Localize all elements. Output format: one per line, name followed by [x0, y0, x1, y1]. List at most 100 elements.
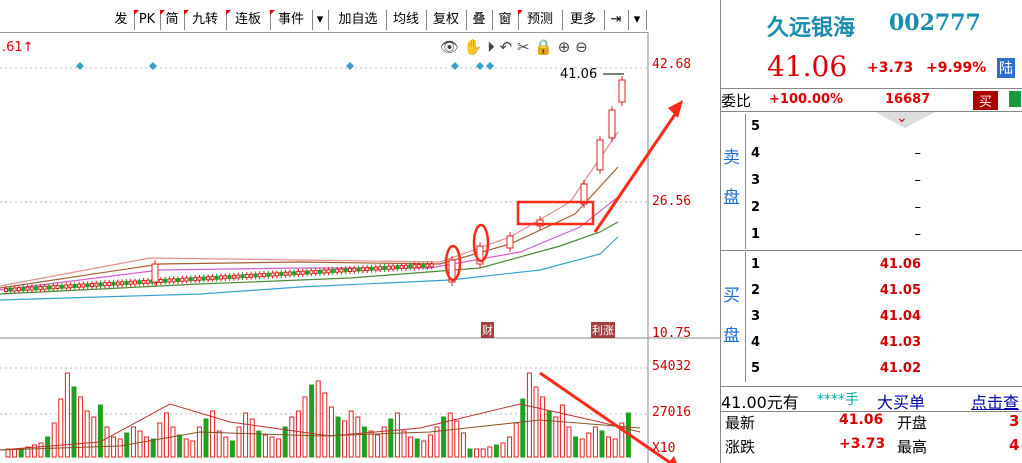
- volume-bar: [553, 416, 559, 458]
- play-icon[interactable]: ⏵: [487, 38, 495, 56]
- sell-row[interactable]: 3–: [751, 168, 1022, 194]
- stat-val-high: 4: [1009, 436, 1020, 454]
- candle-body: [64, 284, 69, 289]
- kline-svg[interactable]: [0, 32, 720, 463]
- buy-button[interactable]: 买: [973, 91, 999, 110]
- candle-body: [29, 286, 34, 291]
- buy-row[interactable]: 5 41.02: [751, 356, 1022, 382]
- stat-val-open: 3: [1009, 412, 1020, 430]
- volume-bar: [566, 426, 572, 458]
- tb-dropdown2-icon[interactable]: ▾: [628, 10, 647, 30]
- moving-average-line: [0, 131, 619, 287]
- sell-button[interactable]: [1009, 91, 1021, 107]
- tb-window[interactable]: 窗: [492, 10, 519, 30]
- volume-bar: [289, 416, 295, 458]
- tb-fa[interactable]: 发: [108, 10, 135, 30]
- undo-icon[interactable]: ↶: [499, 38, 513, 56]
- buy-level: 4: [751, 335, 761, 350]
- candle-body: [201, 276, 206, 281]
- tb-expand-icon[interactable]: ⇥: [604, 10, 629, 30]
- kline-chart[interactable]: .61↑ 41.06 42.68 26.56 10.75 54032 27016…: [0, 32, 720, 463]
- sell-row[interactable]: 4–: [751, 141, 1022, 167]
- zoom-in-icon[interactable]: ⊕: [557, 38, 571, 56]
- tb-ma[interactable]: 均线: [386, 10, 427, 30]
- event-diamond-icon: [486, 62, 494, 70]
- candle-body: [77, 283, 82, 288]
- volume-bar: [64, 372, 70, 458]
- volume-bar: [256, 430, 262, 458]
- volume-bar: [375, 434, 381, 458]
- scissors-icon[interactable]: ✂: [516, 38, 530, 56]
- sell-divider: [745, 114, 746, 249]
- candle-body: [360, 267, 365, 272]
- connect-badge[interactable]: 陆: [997, 58, 1015, 78]
- volume-bar: [216, 430, 222, 458]
- tb-jiuzhuan[interactable]: 九转: [184, 10, 227, 30]
- candle-body: [300, 270, 305, 275]
- tb-add-watch[interactable]: 加自选: [330, 10, 387, 30]
- volume-bar: [487, 446, 493, 458]
- buy-row[interactable]: 141.061(: [751, 252, 1022, 278]
- marker-limitup[interactable]: 利涨: [591, 322, 615, 338]
- buy-level: 1: [751, 257, 761, 272]
- stock-code: 002777: [889, 10, 981, 36]
- candle-body: [171, 278, 176, 283]
- tb-shijian[interactable]: 事件: [270, 10, 313, 30]
- candle-body: [313, 270, 318, 274]
- tb-dropdown-icon[interactable]: ▾: [312, 10, 329, 30]
- volume-bar: [38, 442, 44, 458]
- stat-val-latest: 41.06: [839, 412, 884, 428]
- stat-key-high: 最高: [897, 438, 928, 456]
- buy-row[interactable]: 2 41.05: [751, 278, 1022, 304]
- tb-forecast[interactable]: 预测: [518, 10, 563, 30]
- candle-body: [231, 274, 236, 279]
- buy-level: 5: [751, 361, 761, 376]
- sell-row[interactable]: 1–: [751, 222, 1022, 248]
- tb-jian[interactable]: 简: [160, 10, 185, 30]
- stat-key-change: 涨跌: [725, 438, 756, 456]
- candle-body: [317, 269, 322, 274]
- tb-more[interactable]: 更多: [562, 10, 605, 30]
- buy-row[interactable]: 3 41.04: [751, 304, 1022, 330]
- volume-bar: [78, 396, 84, 458]
- sell-row[interactable]: 5: [751, 114, 1022, 140]
- hand-icon[interactable]: ✋: [463, 38, 483, 56]
- big-order-link[interactable]: 点击查: [971, 393, 1020, 412]
- tb-fuquan[interactable]: 复权: [426, 10, 467, 30]
- buy-label-1: 买: [723, 286, 740, 306]
- annotation-ellipse: [444, 244, 462, 282]
- volume-bar: [592, 426, 598, 458]
- chevron-down-icon[interactable]: ⌄: [896, 110, 908, 126]
- sell-level: 3: [751, 173, 761, 188]
- weicha-value: 16687: [885, 92, 931, 107]
- eye-icon[interactable]: 👁: [440, 38, 460, 56]
- buy-row[interactable]: 4 41.03: [751, 330, 1022, 356]
- volume-bar: [599, 430, 605, 458]
- candle-body: [68, 284, 73, 289]
- volume-bar: [586, 432, 592, 458]
- volume-bar: [276, 438, 282, 458]
- tb-lianban[interactable]: 连板: [226, 10, 271, 30]
- price-axis-top: 42.68: [652, 57, 692, 72]
- volume-bar: [163, 412, 169, 458]
- volume-bar: [210, 410, 216, 458]
- stat-row-1: 最新 41.06 开盘 3: [721, 412, 1022, 436]
- volume-bar: [507, 436, 513, 458]
- lock-icon[interactable]: 🔒: [534, 38, 553, 56]
- tb-overlay[interactable]: 叠: [466, 10, 493, 30]
- candle-body: [292, 271, 297, 276]
- volume-bar: [203, 418, 209, 458]
- tb-pk[interactable]: PK: [134, 10, 161, 30]
- marker-finance[interactable]: 财: [481, 322, 494, 338]
- collapse-tab[interactable]: [875, 112, 935, 128]
- candle-body: [287, 271, 292, 276]
- sell-row[interactable]: 2–: [751, 195, 1022, 221]
- zoom-out-icon[interactable]: ⊖: [575, 38, 588, 56]
- candle-body: [326, 269, 331, 274]
- volume-bar: [559, 404, 565, 458]
- candle-body: [373, 266, 378, 271]
- big-order-bar[interactable]: 41.00元有 ****手 大买单 点击查: [721, 386, 1022, 412]
- sell-level: 5: [751, 119, 761, 134]
- volume-axis-scale: X10: [652, 441, 676, 456]
- annotation-arrow-up: [593, 106, 682, 233]
